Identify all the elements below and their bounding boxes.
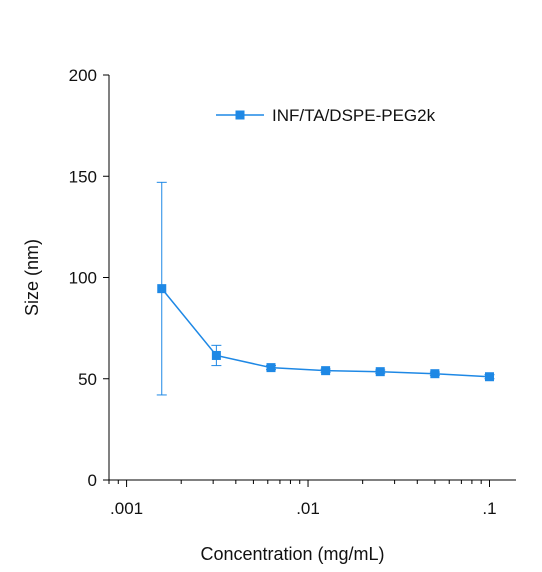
legend: INF/TA/DSPE-PEG2k — [216, 106, 436, 125]
x-tick-label: .001 — [110, 499, 143, 518]
data-point — [321, 366, 331, 376]
x-tick-label: .01 — [296, 499, 320, 518]
y-tick-label: 150 — [69, 167, 97, 186]
y-tick-label: 100 — [69, 269, 97, 288]
data-point — [211, 350, 221, 360]
y-axis-label: Size (nm) — [22, 239, 42, 316]
data-point — [266, 363, 276, 373]
x-tick-label: .1 — [482, 499, 496, 518]
data-point — [484, 372, 494, 382]
legend-marker — [235, 110, 245, 120]
data-point — [157, 284, 167, 294]
data-point — [375, 367, 385, 377]
y-tick-label: 50 — [78, 370, 97, 389]
y-tick-label: 200 — [69, 66, 97, 85]
series-line — [161, 288, 490, 378]
y-tick-label: 0 — [88, 471, 97, 490]
series-layer — [156, 181, 495, 396]
data-point — [430, 369, 440, 379]
axes: 0 50 100 150 200 .001 .01 .1 — [69, 66, 516, 518]
x-axis-label: Concentration (mg/mL) — [200, 544, 384, 564]
legend-label: INF/TA/DSPE-PEG2k — [272, 106, 436, 125]
